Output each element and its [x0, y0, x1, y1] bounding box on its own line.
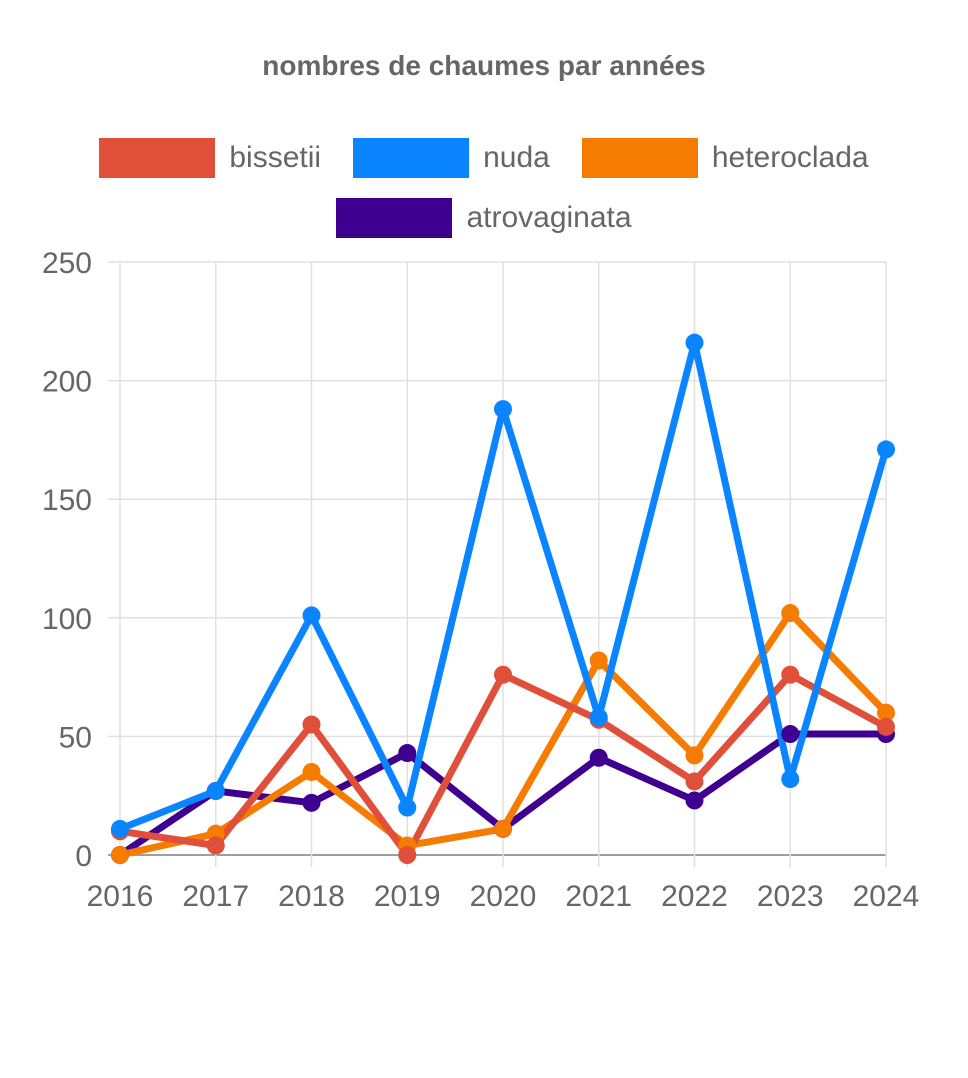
- data-point-bissetii: [206, 836, 225, 855]
- data-point-bissetii: [302, 715, 321, 734]
- data-point-nuda: [206, 781, 225, 800]
- legend-swatch-heteroclada: [581, 138, 698, 178]
- legend-row-1: bissetii nuda heteroclada: [0, 138, 968, 178]
- x-tick-label: 2018: [278, 880, 345, 913]
- data-point-nuda: [781, 770, 800, 789]
- data-point-heteroclada: [302, 762, 321, 781]
- data-point-nuda: [877, 440, 895, 459]
- x-tick-label: 2019: [374, 880, 441, 913]
- x-tick-label: 2022: [661, 880, 728, 913]
- y-tick-label: 100: [42, 603, 92, 636]
- data-point-nuda: [398, 798, 417, 817]
- data-point-nuda: [111, 819, 129, 838]
- legend-item-nuda[interactable]: nuda: [353, 138, 550, 178]
- data-point-nuda: [302, 606, 321, 625]
- legend-item-atrovaginata[interactable]: atrovaginata: [336, 198, 632, 238]
- data-point-atrovaginata: [302, 793, 321, 812]
- data-point-bissetii: [494, 665, 512, 684]
- x-tick-label: 2023: [757, 880, 824, 913]
- data-point-nuda: [685, 333, 704, 352]
- data-point-atrovaginata: [685, 791, 704, 810]
- data-point-bissetii: [398, 846, 417, 864]
- chart-title: nombres de chaumes par années: [262, 50, 706, 81]
- data-point-heteroclada: [589, 651, 608, 670]
- y-tick-label: 0: [75, 840, 92, 873]
- x-tick-label: 2017: [182, 880, 249, 913]
- data-point-atrovaginata: [589, 748, 608, 767]
- legend-swatch-nuda: [353, 138, 470, 178]
- legend-swatch-bissetii: [99, 138, 216, 178]
- legend-swatch-atrovaginata: [336, 198, 453, 238]
- data-point-heteroclada: [111, 846, 129, 864]
- legend-item-heteroclada[interactable]: heteroclada: [581, 138, 869, 178]
- data-point-heteroclada: [781, 604, 800, 623]
- data-point-heteroclada: [494, 819, 512, 838]
- x-tick-label: 2021: [565, 880, 632, 913]
- legend-label-atrovaginata: atrovaginata: [466, 201, 632, 234]
- data-point-atrovaginata: [781, 725, 800, 744]
- legend-item-bissetii[interactable]: bissetii: [99, 138, 321, 178]
- x-tick-label: 2020: [470, 880, 537, 913]
- y-tick-label: 50: [59, 721, 92, 754]
- y-tick-label: 250: [42, 247, 92, 280]
- legend-label-bissetii: bissetii: [229, 141, 322, 174]
- data-point-nuda: [589, 708, 608, 727]
- legend-label-nuda: nuda: [483, 141, 550, 174]
- data-point-bissetii: [781, 665, 800, 684]
- x-tick-label: 2016: [87, 880, 154, 913]
- data-point-bissetii: [685, 772, 704, 791]
- legend-label-heteroclada: heteroclada: [711, 141, 869, 174]
- data-point-nuda: [494, 400, 512, 419]
- data-point-bissetii: [877, 717, 895, 736]
- data-point-heteroclada: [877, 703, 895, 722]
- y-tick-label: 150: [42, 484, 92, 517]
- data-point-atrovaginata: [398, 744, 417, 763]
- y-tick-label: 200: [42, 366, 92, 399]
- x-tick-label: 2024: [853, 880, 920, 913]
- data-point-heteroclada: [685, 746, 704, 765]
- legend-row-2: atrovaginata: [0, 198, 968, 238]
